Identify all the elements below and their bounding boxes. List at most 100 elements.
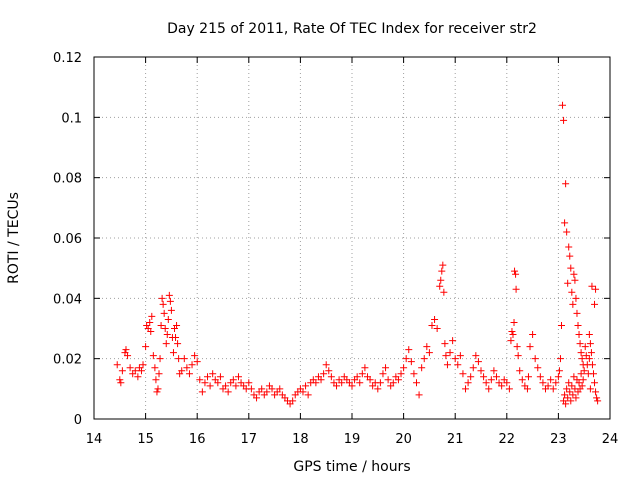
data-point bbox=[147, 328, 155, 336]
x-tick-label: 15 bbox=[137, 432, 154, 447]
data-point bbox=[437, 276, 445, 284]
data-point bbox=[573, 309, 581, 317]
data-point bbox=[158, 294, 166, 302]
data-point bbox=[117, 379, 125, 387]
data-point bbox=[567, 264, 575, 272]
data-point bbox=[574, 321, 582, 329]
data-point bbox=[139, 361, 147, 369]
data-point bbox=[592, 388, 600, 396]
data-point bbox=[258, 385, 266, 393]
data-point bbox=[570, 373, 578, 381]
data-point bbox=[566, 388, 574, 396]
data-point bbox=[431, 315, 439, 323]
data-point bbox=[472, 352, 480, 360]
data-point bbox=[413, 379, 420, 387]
data-point bbox=[451, 355, 459, 363]
data-point bbox=[593, 394, 601, 402]
data-point bbox=[503, 379, 511, 387]
data-point bbox=[575, 379, 583, 387]
data-point bbox=[556, 355, 564, 363]
data-point bbox=[302, 382, 310, 390]
data-point bbox=[589, 370, 597, 378]
data-point bbox=[157, 321, 165, 329]
data-point bbox=[565, 243, 573, 251]
data-point bbox=[508, 328, 516, 336]
data-point bbox=[185, 370, 193, 378]
x-tick-label: 19 bbox=[344, 432, 361, 447]
data-point bbox=[193, 358, 201, 366]
data-point bbox=[180, 355, 188, 363]
data-point bbox=[565, 379, 573, 387]
x-tick-label: 21 bbox=[447, 432, 464, 447]
data-point bbox=[113, 361, 121, 369]
data-point bbox=[586, 385, 594, 393]
data-point bbox=[588, 361, 596, 369]
data-point bbox=[173, 321, 181, 329]
data-point bbox=[474, 358, 482, 366]
data-point bbox=[245, 379, 253, 387]
data-point bbox=[209, 370, 217, 378]
data-point bbox=[312, 379, 320, 387]
data-point bbox=[232, 382, 240, 390]
data-point bbox=[142, 343, 150, 351]
data-point bbox=[569, 300, 577, 308]
x-tick-label: 18 bbox=[292, 432, 309, 447]
y-tick-labels: 0 0.02 0.04 0.06 0.08 0.1 0.12 bbox=[53, 51, 82, 428]
data-point bbox=[438, 267, 446, 275]
data-point bbox=[394, 376, 402, 384]
data-point bbox=[529, 331, 537, 339]
data-point bbox=[512, 270, 520, 278]
data-point bbox=[410, 370, 418, 378]
data-point bbox=[402, 355, 410, 363]
data-point bbox=[188, 361, 196, 369]
data-point bbox=[204, 373, 212, 381]
data-point bbox=[446, 349, 454, 357]
data-point bbox=[183, 364, 191, 372]
data-point bbox=[166, 297, 174, 305]
data-point bbox=[459, 370, 467, 378]
data-point bbox=[338, 379, 346, 387]
data-point bbox=[299, 388, 307, 396]
data-point bbox=[433, 325, 441, 332]
data-point bbox=[563, 385, 571, 393]
data-point bbox=[467, 373, 475, 381]
data-point bbox=[148, 312, 156, 320]
data-point bbox=[137, 367, 145, 375]
data-point bbox=[152, 376, 160, 384]
data-point bbox=[572, 394, 580, 402]
data-point bbox=[333, 382, 341, 390]
data-point bbox=[482, 379, 490, 387]
data-point bbox=[163, 331, 171, 339]
data-point bbox=[289, 397, 297, 405]
data-point bbox=[206, 382, 214, 390]
data-point bbox=[454, 361, 462, 369]
data-point bbox=[214, 379, 222, 387]
data-point bbox=[198, 388, 206, 396]
data-point bbox=[415, 391, 423, 399]
data-point bbox=[449, 337, 457, 345]
data-point bbox=[160, 309, 168, 317]
data-point bbox=[263, 388, 271, 396]
data-point bbox=[229, 376, 237, 384]
data-point bbox=[554, 373, 562, 381]
data-point bbox=[126, 364, 134, 372]
data-point bbox=[165, 291, 173, 299]
data-point bbox=[167, 306, 175, 314]
data-point bbox=[487, 376, 495, 384]
data-point bbox=[562, 180, 570, 188]
data-point bbox=[485, 385, 493, 393]
data-point bbox=[564, 394, 572, 402]
data-point bbox=[151, 364, 159, 372]
data-point bbox=[456, 352, 464, 360]
data-point bbox=[384, 376, 392, 384]
data-point bbox=[464, 379, 472, 387]
data-point bbox=[523, 385, 531, 393]
data-point bbox=[196, 376, 204, 384]
data-point bbox=[514, 352, 522, 360]
data-point bbox=[155, 370, 163, 378]
tick-marks bbox=[93, 56, 611, 420]
data-point bbox=[562, 400, 570, 408]
data-point bbox=[510, 318, 518, 326]
data-point bbox=[536, 373, 544, 381]
data-point bbox=[534, 364, 542, 372]
